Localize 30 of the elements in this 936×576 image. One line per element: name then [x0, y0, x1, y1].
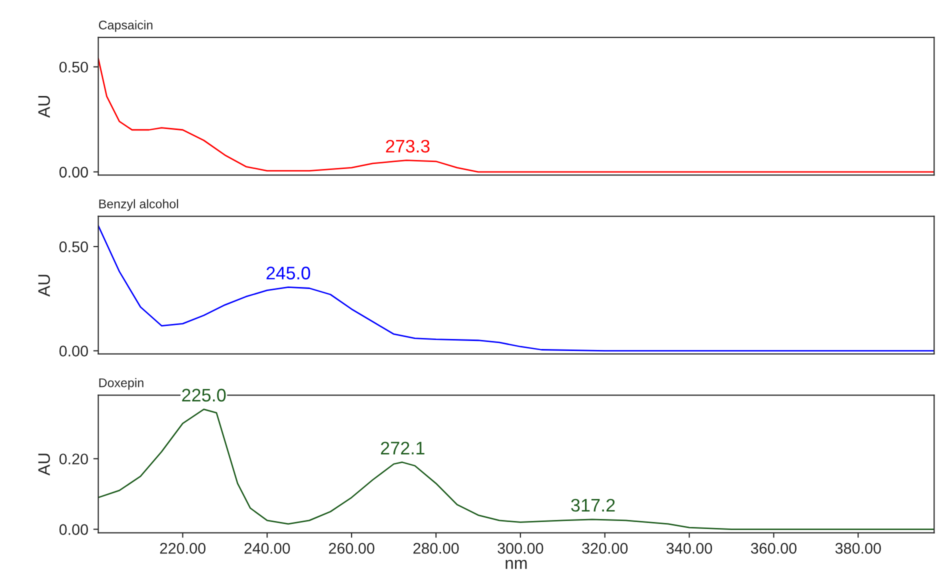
chart-title: Doxepin: [99, 378, 144, 390]
x-tick-label: 380.00: [835, 542, 881, 554]
annotation: 245.0: [266, 266, 310, 280]
x-tick-label: 220.00: [160, 542, 206, 554]
x-tick-label: 360.00: [750, 542, 796, 554]
x-tick-label: 300.00: [498, 542, 544, 554]
line-series: [98, 58, 934, 173]
y-tick-label: 0.50: [59, 62, 88, 73]
y-tick-label: 0.50: [59, 241, 88, 252]
y-tick-label: 0.00: [59, 166, 88, 178]
x-tick-label: 340.00: [666, 542, 712, 554]
y-tick-label: 0.00: [59, 524, 88, 535]
y-axis-title: AU: [38, 274, 50, 297]
x-tick-label: 320.00: [582, 542, 628, 554]
y-axis-title: AU: [38, 454, 50, 476]
chart-title: Benzyl alcohol: [99, 199, 178, 211]
annotation: 273.3: [386, 140, 430, 153]
y-tick-label: 0.20: [59, 454, 88, 464]
annotation: 317.2: [571, 498, 615, 512]
y-tick-label: 0.00: [59, 346, 88, 356]
y-axis-title: AU: [38, 96, 50, 118]
x-tick-label: 260.00: [328, 542, 374, 554]
x-axis-title: nm: [506, 560, 527, 569]
line-series: [98, 408, 934, 530]
line-series: [98, 225, 934, 352]
annotation: 272.1: [380, 442, 424, 454]
chart-title: Capsaicin: [98, 20, 152, 32]
x-tick-label: 240.00: [244, 542, 290, 554]
x-tick-label: 280.00: [413, 542, 459, 554]
annotation: 225.0: [182, 388, 226, 402]
